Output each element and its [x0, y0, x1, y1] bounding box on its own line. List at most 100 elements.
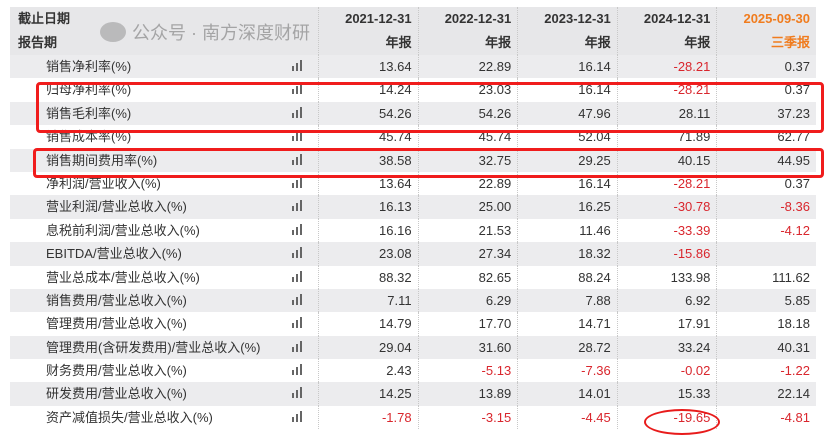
table-row: 销售费用/营业总收入(%) 7.11 6.29 7.88 6.92 5.85 — [10, 288, 816, 313]
highlight-box-margins — [36, 82, 824, 133]
cell-value: 16.14 — [517, 171, 617, 196]
cell-value: 7.88 — [517, 288, 617, 313]
column-date: 2024-12-31 — [643, 11, 711, 26]
column-header-2023-12-31[interactable]: 2023-12-31 年报 — [517, 7, 617, 55]
cell-value: 11.46 — [517, 218, 617, 243]
cell-value: 40.15 — [616, 148, 717, 172]
cell-value: 16.14 — [517, 78, 617, 102]
table-row: 管理费用(含研发费用)/营业总收入(%) 29.04 31.60 28.72 33.24… — [10, 335, 816, 360]
cell-value: -7.36 — [517, 359, 617, 383]
watermark: 公众号 · 南方深度财研 — [100, 19, 310, 45]
cell-value: 14.79 — [318, 312, 418, 336]
cell-value: 40.31 — [716, 335, 816, 360]
cell-value: 33.24 — [616, 335, 717, 360]
row-label: 资产减值损失/营业总收入(%) — [46, 409, 213, 425]
row-label: 管理费用/营业总收入(%) — [46, 316, 187, 332]
cell-value: 22.89 — [417, 55, 518, 79]
row-label: EBITDA/营业总收入(%) — [46, 246, 182, 262]
bar-chart-icon[interactable] — [292, 382, 304, 405]
bar-chart-icon[interactable] — [292, 149, 304, 172]
column-header-2022-12-31[interactable]: 2022-12-31 年报 — [417, 7, 518, 55]
cell-value: 22.14 — [716, 382, 816, 406]
cell-value: 16.14 — [517, 55, 617, 79]
table-row: 销售毛利率(%) 54.26 54.26 47.96 28.11 37.23 — [10, 101, 816, 126]
row-label: 研发费用/营业总收入(%) — [46, 386, 187, 402]
cell-value: 14.25 — [318, 382, 418, 406]
table-row: 营业利润/营业总收入(%) 16.13 25.00 16.25 -30.78 -8.36 — [10, 195, 816, 219]
bar-chart-icon[interactable] — [292, 359, 304, 382]
bar-chart-icon[interactable] — [292, 125, 304, 148]
bar-chart-icon[interactable] — [292, 172, 304, 195]
bar-chart-icon[interactable] — [292, 78, 304, 101]
cell-value: 18.32 — [517, 242, 617, 266]
table-row: 归母净利率(%) 14.24 23.03 16.14 -28.21 0.37 — [10, 78, 816, 102]
cell-value: -28.21 — [616, 171, 717, 196]
column-header-2025-09-30[interactable]: 2025-09-30 三季报 — [716, 7, 816, 55]
cell-value: 14.01 — [517, 382, 617, 406]
cell-value: 16.13 — [318, 195, 418, 219]
cell-value: 2.43 — [318, 359, 418, 383]
column-period: 年报 — [684, 35, 711, 50]
cell-value: 7.11 — [318, 288, 418, 313]
bar-chart-icon[interactable] — [292, 266, 304, 289]
bar-chart-icon[interactable] — [292, 219, 304, 242]
cell-value: 22.89 — [417, 171, 518, 196]
watermark-text: 公众号 · 南方深度财研 — [132, 23, 310, 43]
cell-value: 0.37 — [716, 171, 816, 196]
row-label: 归母净利率(%) — [46, 82, 132, 98]
cell-value: -4.45 — [517, 405, 617, 430]
column-period: 年报 — [385, 35, 412, 50]
cell-value: 111.62 — [716, 265, 816, 289]
row-label: 营业总成本/营业总收入(%) — [46, 269, 200, 285]
column-header-2021-12-31[interactable]: 2021-12-31 年报 — [318, 7, 418, 55]
cell-value: 16.25 — [517, 195, 617, 219]
cell-value: 31.60 — [417, 335, 518, 360]
cell-value: 14.71 — [517, 312, 617, 336]
row-label: 财务费用/营业总收入(%) — [46, 363, 187, 379]
bar-chart-icon[interactable] — [292, 55, 304, 78]
row-label: 管理费用(含研发费用)/营业总收入(%) — [46, 339, 261, 355]
bar-chart-icon[interactable] — [292, 242, 304, 265]
table-row: 净利润/营业收入(%) 13.64 22.89 16.14 -28.21 0.37 — [10, 171, 816, 196]
table-header: 截止日期 报告期 2021-12-31 年报 2022-12-31 年报 2023-12… — [10, 7, 816, 55]
cell-value: 28.11 — [616, 101, 717, 126]
cell-value: 16.16 — [318, 218, 418, 243]
bar-chart-icon[interactable] — [292, 312, 304, 335]
bar-chart-icon[interactable] — [292, 406, 304, 429]
cell-value: 88.24 — [517, 265, 617, 289]
cell-value: 27.34 — [417, 242, 518, 266]
row-label: 营业利润/营业总收入(%) — [46, 199, 187, 215]
cell-value: 13.89 — [417, 382, 518, 406]
cell-value: -4.12 — [716, 218, 816, 243]
table-row: 财务费用/营业总收入(%) 2.43 -5.13 -7.36 -0.02 -1.22 — [10, 359, 816, 383]
financial-ratio-table: 截止日期 报告期 2021-12-31 年报 2022-12-31 年报 2023-12… — [10, 7, 816, 430]
cell-value: 18.18 — [716, 312, 816, 336]
cell-value: 37.23 — [716, 101, 816, 126]
bar-chart-icon[interactable] — [292, 289, 304, 312]
cell-value: 17.91 — [616, 312, 717, 336]
cell-value: 17.70 — [417, 312, 518, 336]
bar-chart-icon[interactable] — [292, 102, 304, 125]
column-date: 2021-12-31 — [345, 11, 412, 26]
cell-value: 21.53 — [417, 218, 518, 243]
cell-value: 13.64 — [318, 55, 418, 79]
column-header-2024-12-31[interactable]: 2024-12-31 年报 — [616, 7, 717, 55]
cell-value: 32.75 — [417, 148, 518, 172]
cell-value: 0.37 — [716, 55, 816, 79]
cell-value: -33.39 — [616, 218, 717, 243]
cell-value: -0.02 — [616, 359, 717, 383]
column-period: 三季报 — [770, 35, 810, 50]
row-label: 净利润/营业收入(%) — [46, 175, 161, 191]
cell-value: 14.24 — [318, 78, 418, 102]
bar-chart-icon[interactable] — [292, 336, 304, 359]
cell-value: 28.72 — [517, 335, 617, 360]
highlight-box-expense-rate — [33, 148, 824, 178]
row-label: 息税前利润/营业总收入(%) — [46, 222, 200, 238]
cell-value: -5.13 — [417, 359, 518, 383]
cell-value: 54.26 — [318, 101, 418, 126]
highlight-ellipse-impairment — [644, 409, 720, 435]
bar-chart-icon[interactable] — [292, 195, 304, 218]
cell-value: -3.15 — [417, 405, 518, 430]
row-label: 销售期间费用率(%) — [46, 152, 158, 168]
cell-value: 29.25 — [517, 148, 617, 172]
